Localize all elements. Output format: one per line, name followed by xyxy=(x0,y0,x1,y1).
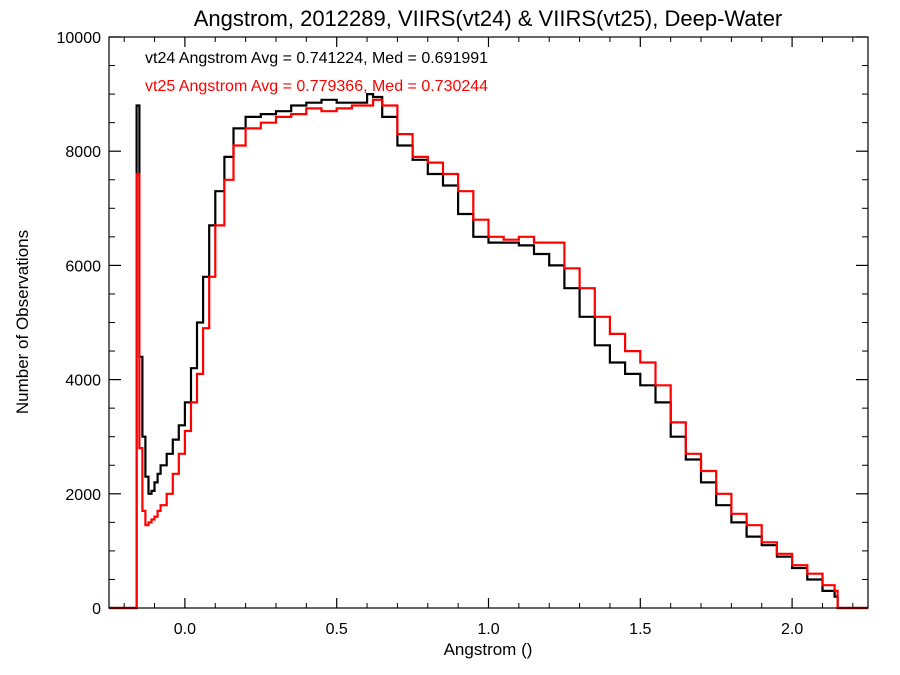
y-tick-label: 4000 xyxy=(65,373,101,390)
histogram-series-0 xyxy=(109,93,868,610)
y-tick-label: 0 xyxy=(92,601,101,618)
x-tick-label: 0.0 xyxy=(174,621,196,638)
y-tick-label: 8000 xyxy=(65,144,101,161)
annotation-vt25: vt25 Angstrom Avg = 0.779366, Med = 0.73… xyxy=(145,78,488,95)
series-layer xyxy=(109,93,868,610)
x-tick-label: 2.0 xyxy=(781,621,803,638)
y-axis-label: Number of Observations xyxy=(13,230,32,414)
x-tick-label: 1.0 xyxy=(477,621,499,638)
x-axis-label: Angstrom () xyxy=(444,640,533,659)
y-tick-label: 2000 xyxy=(65,487,101,504)
histogram-series-1 xyxy=(109,98,868,610)
axes-layer: 0.0 0.5 1.0 1.5 2.0 0 2000 4000 6000 8000 10000 xyxy=(57,30,868,638)
x-tick-label: 0.5 xyxy=(326,621,348,638)
y-tick-label: 10000 xyxy=(57,30,102,47)
chart-title: Angstrom, 2012289, VIIRS(vt24) & VIIRS(v… xyxy=(194,6,783,31)
y-tick-label: 6000 xyxy=(65,258,101,275)
x-tick-label: 1.5 xyxy=(629,621,651,638)
annotation-vt24: vt24 Angstrom Avg = 0.741224, Med = 0.69… xyxy=(145,50,488,67)
plot-frame xyxy=(108,36,869,609)
